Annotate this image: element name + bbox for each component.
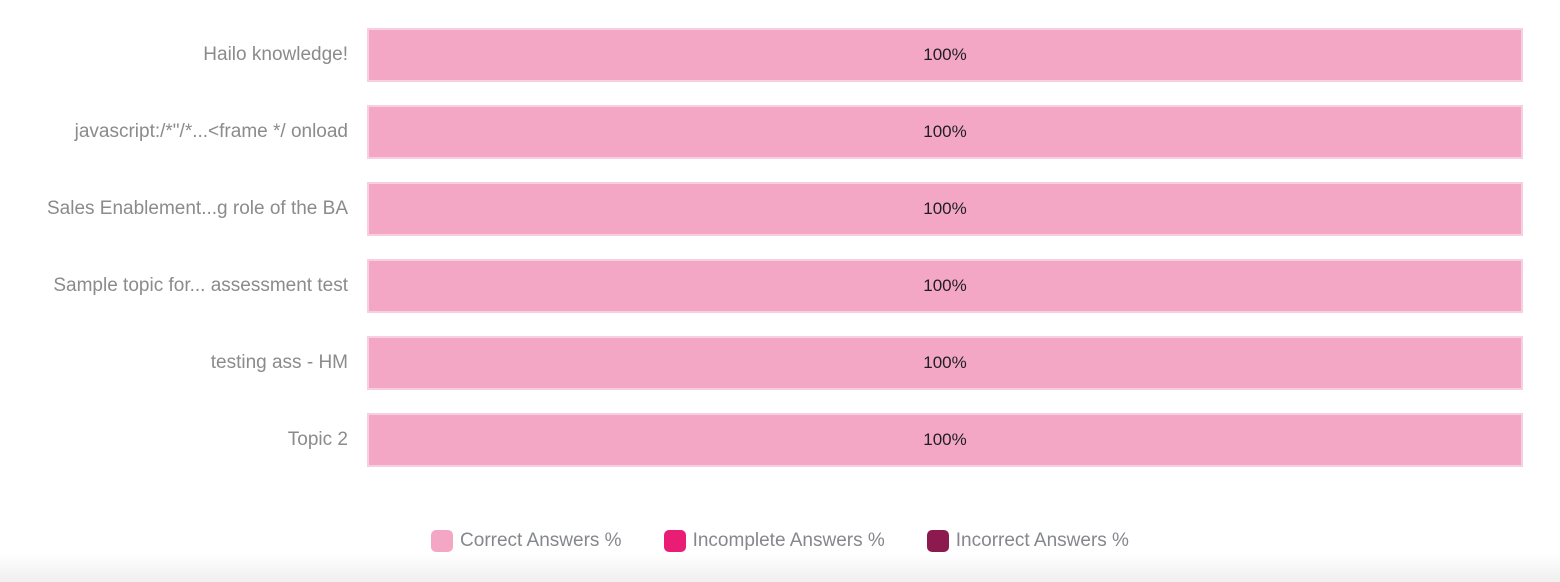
chart-row: Topic 2 100% — [0, 413, 1523, 467]
bar-value-label: 100% — [923, 276, 967, 295]
bar-track: 100% — [367, 105, 1523, 159]
legend-item-incomplete-answers[interactable]: Incomplete Answers % — [663, 530, 885, 552]
bar-track: 100% — [367, 182, 1523, 236]
bar-correct[interactable]: 100% — [367, 413, 1523, 467]
bar-correct[interactable]: 100% — [367, 182, 1523, 236]
legend-label: Incorrect Answers % — [955, 530, 1129, 551]
chart-row: Sample topic for... assessment test 100% — [0, 259, 1523, 313]
legend-label: Correct Answers % — [460, 530, 622, 551]
legend-label: Incomplete Answers % — [692, 530, 885, 551]
bar-value-label: 100% — [923, 430, 967, 449]
chart-legend: Correct Answers % Incomplete Answers % I… — [0, 530, 1560, 552]
bar-track: 100% — [367, 413, 1523, 467]
legend-item-correct-answers[interactable]: Correct Answers % — [431, 530, 622, 552]
category-label: Hailo knowledge! — [203, 44, 348, 65]
bottom-fade — [0, 554, 1560, 582]
bar-track: 100% — [367, 336, 1523, 390]
bar-track: 100% — [367, 28, 1523, 82]
bar-value-label: 100% — [923, 45, 967, 64]
bar-correct[interactable]: 100% — [367, 105, 1523, 159]
bar-correct[interactable]: 100% — [367, 259, 1523, 313]
chart-row: testing ass - HM 100% — [0, 336, 1523, 390]
legend-item-incorrect-answers[interactable]: Incorrect Answers % — [926, 530, 1129, 552]
category-label: Topic 2 — [287, 429, 348, 450]
chart-row: Hailo knowledge! 100% — [0, 28, 1523, 82]
bar-value-label: 100% — [923, 199, 967, 218]
category-label: javascript:/*"/*...<frame */ onload — [74, 121, 348, 142]
category-label: Sales Enablement...g role of the BA — [46, 198, 348, 219]
bar-value-label: 100% — [923, 353, 967, 372]
category-label: testing ass - HM — [210, 352, 348, 373]
legend-swatch-correct — [431, 530, 454, 552]
category-label: Sample topic for... assessment test — [53, 275, 348, 296]
chart-row: javascript:/*"/*...<frame */ onload 100% — [0, 105, 1523, 159]
bar-correct[interactable]: 100% — [367, 336, 1523, 390]
chart-plot-area: Hailo knowledge! 100% javascript:/*"/*..… — [0, 28, 1523, 467]
bar-track: 100% — [367, 259, 1523, 313]
chart-row: Sales Enablement...g role of the BA 100% — [0, 182, 1523, 236]
bar-correct[interactable]: 100% — [367, 28, 1523, 82]
bar-value-label: 100% — [923, 122, 967, 141]
legend-swatch-incorrect — [926, 530, 949, 552]
legend-swatch-incomplete — [663, 530, 686, 552]
